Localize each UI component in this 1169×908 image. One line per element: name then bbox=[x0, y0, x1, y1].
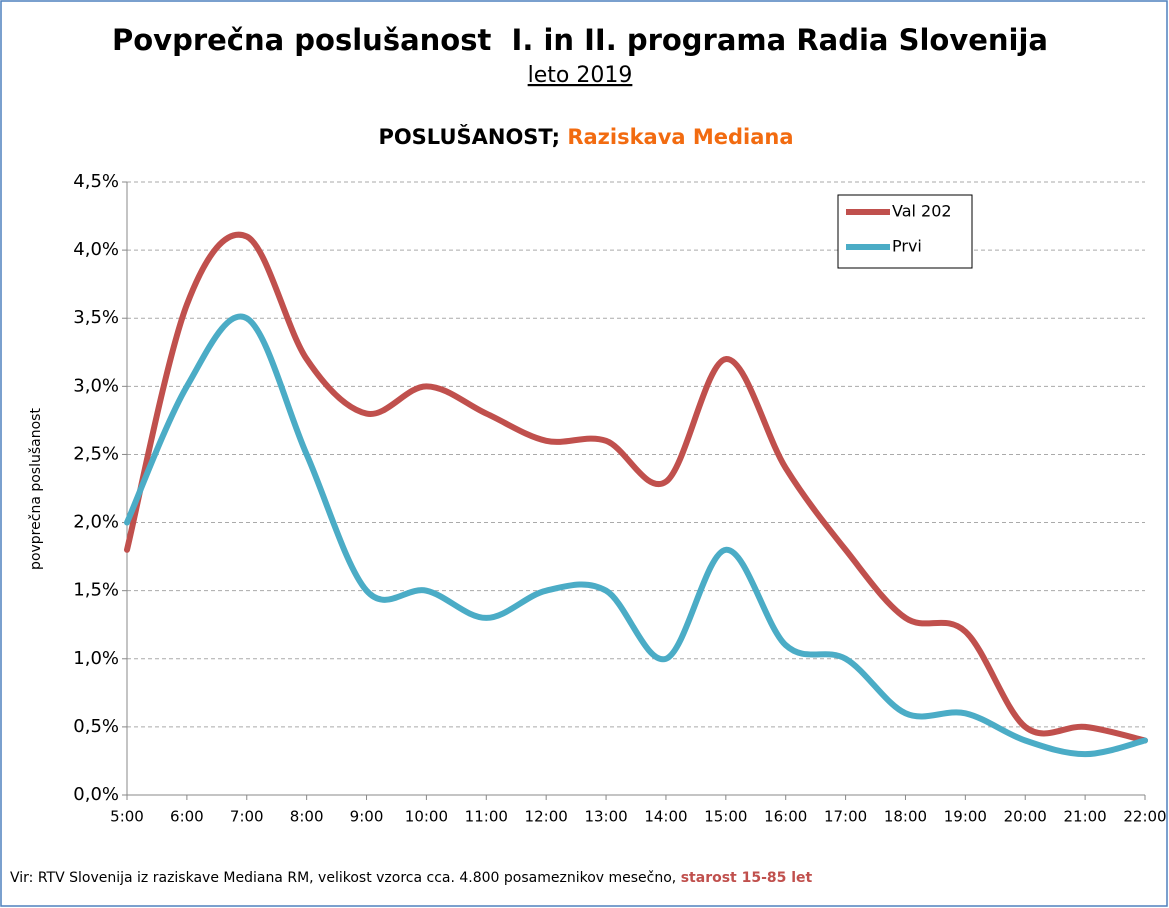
y-tick-label: 0,0% bbox=[73, 784, 119, 805]
x-tick-label: 16:00 bbox=[764, 808, 807, 826]
subtitle: leto 2019 bbox=[528, 63, 633, 88]
y-tick-label: 3,0% bbox=[73, 375, 119, 396]
legend-box bbox=[837, 194, 973, 269]
x-tick-label: 17:00 bbox=[824, 808, 867, 826]
x-tick-label: 21:00 bbox=[1064, 808, 1107, 826]
chart-title: POSLUŠANOST; Raziskava Mediana bbox=[378, 124, 793, 149]
x-tick-label: 15:00 bbox=[704, 808, 747, 826]
x-tick-label: 18:00 bbox=[884, 808, 927, 826]
footer-part: starost 15-85 let bbox=[681, 870, 813, 886]
series-line bbox=[124, 231, 1148, 744]
y-tick-label: 2,5% bbox=[73, 443, 119, 464]
footer: Vir: RTV Slovenija iz raziskave Mediana … bbox=[10, 870, 813, 886]
x-tick-label: 9:00 bbox=[350, 808, 384, 826]
y-tick-label: 4,5% bbox=[73, 171, 119, 192]
title: Povprečna poslušanost I. in II. programa… bbox=[112, 23, 1048, 57]
y-axis-label: povprečna poslušanost bbox=[28, 408, 44, 570]
y-tick-label: 1,5% bbox=[73, 580, 119, 601]
x-tick-label: 6:00 bbox=[170, 808, 204, 826]
x-tick-label: 12:00 bbox=[525, 808, 568, 826]
y-tick-label: 4,0% bbox=[73, 239, 119, 260]
x-tick-label: 10:00 bbox=[405, 808, 448, 826]
footer-part: Vir: RTV Slovenija iz raziskave Mediana … bbox=[10, 870, 676, 886]
x-tick-label: 19:00 bbox=[944, 808, 987, 826]
x-tick-label: 22:00 bbox=[1123, 808, 1166, 826]
legend-label: Prvi bbox=[892, 237, 922, 256]
y-tick-label: 0,5% bbox=[73, 716, 119, 737]
x-tick-label: 8:00 bbox=[290, 808, 324, 826]
x-tick-label: 14:00 bbox=[644, 808, 687, 826]
x-tick-label: 5:00 bbox=[110, 808, 144, 826]
x-tick-label: 11:00 bbox=[465, 808, 508, 826]
x-tick-label: 7:00 bbox=[230, 808, 264, 826]
legend-label: Val 202 bbox=[892, 202, 952, 221]
y-tick-label: 3,5% bbox=[73, 307, 119, 328]
y-tick-label: 2,0% bbox=[73, 512, 119, 533]
y-tick-label: 1,0% bbox=[73, 648, 119, 669]
x-tick-label: 13:00 bbox=[584, 808, 627, 826]
chart-title-part: POSLUŠANOST; bbox=[378, 124, 560, 149]
x-tick-label: 20:00 bbox=[1004, 808, 1047, 826]
series-line bbox=[124, 313, 1148, 758]
chart-title-part: Raziskava Mediana bbox=[567, 125, 793, 149]
